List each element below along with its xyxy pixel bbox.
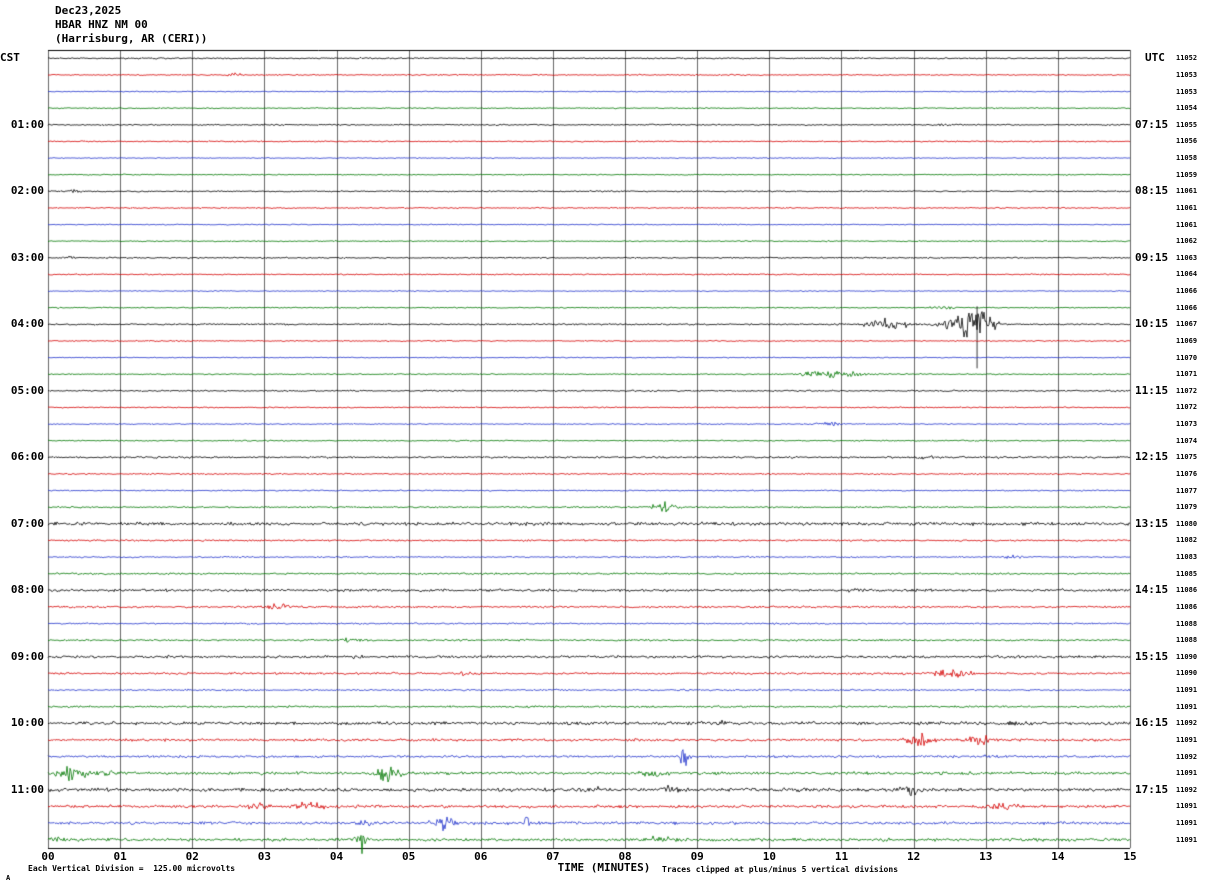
trace-count-label: 11062 [1176, 237, 1198, 246]
cst-time-label: 11:00 [10, 782, 44, 796]
trace-count-label: 11079 [1176, 503, 1198, 512]
utc-time-label: 07:15 [1135, 117, 1169, 131]
title-date: Dec23,2025 [55, 4, 122, 17]
trace-count-label: 11091 [1176, 735, 1198, 744]
trace-count-label: 11061 [1176, 220, 1198, 229]
x-tick-label: 03 [257, 850, 272, 863]
trace-count-label: 11070 [1176, 353, 1198, 362]
trace-count-label: 11091 [1176, 802, 1198, 811]
utc-time-label: 12:15 [1135, 450, 1169, 464]
cst-time-label: 04:00 [10, 317, 44, 331]
utc-time-label: 16:15 [1135, 716, 1169, 730]
trace-count-label: 11056 [1176, 137, 1198, 146]
trace-count-label: 11086 [1176, 602, 1198, 611]
trace-count-label: 11074 [1176, 436, 1198, 445]
cst-time-label: 01:00 [10, 117, 44, 131]
trace-count-label: 11058 [1176, 154, 1198, 163]
trace-count-label: 11063 [1176, 253, 1198, 262]
title-station: HBAR HNZ NM 00 [55, 18, 148, 31]
trace-count-label: 11059 [1176, 170, 1198, 179]
trace-count-label: 11088 [1176, 636, 1198, 645]
x-tick-label: 06 [474, 850, 488, 863]
trace-count-label: 11066 [1176, 303, 1198, 312]
clip-note: Traces clipped at plus/minus 5 vertical … [662, 865, 899, 874]
trace-count-label: 11091 [1176, 819, 1198, 828]
x-tick-label: 00 [41, 850, 55, 863]
trace-count-label: 11091 [1176, 686, 1198, 695]
trace-count-label: 11088 [1176, 619, 1198, 628]
utc-time-label: 15:15 [1135, 649, 1169, 663]
trace-count-label: 11071 [1176, 370, 1198, 379]
title-location: (Harrisburg, AR (CERI)) [55, 32, 208, 45]
trace-count-label: 11053 [1176, 70, 1198, 79]
trace-count-label: 11091 [1176, 769, 1198, 778]
trace-count-label: 11066 [1176, 287, 1198, 296]
trace-count-label: 11082 [1176, 536, 1198, 545]
x-tick-label: 10 [762, 850, 776, 863]
trace-count-label: 11091 [1176, 835, 1198, 844]
trace-count-label: 11061 [1176, 187, 1198, 196]
left-axis-label: CST [0, 51, 20, 64]
cst-time-label: 05:00 [10, 383, 44, 397]
trace-count-label: 11072 [1176, 403, 1198, 412]
trace-count-label: 11055 [1176, 120, 1198, 129]
utc-time-label: 13:15 [1135, 516, 1169, 530]
utc-time-label: 09:15 [1135, 250, 1169, 264]
cst-time-label: 03:00 [10, 250, 44, 264]
cst-time-label: 07:00 [10, 516, 44, 530]
trace-count-label: 11052 [1176, 54, 1198, 63]
cst-time-label: 09:00 [10, 649, 44, 663]
trace-count-label: 11064 [1176, 270, 1198, 279]
utc-time-label: 08:15 [1135, 184, 1169, 198]
x-tick-label: 02 [185, 850, 199, 863]
utc-time-label: 10:15 [1135, 317, 1169, 331]
trace-count-label: 11073 [1176, 420, 1198, 429]
x-tick-label: 09 [690, 850, 704, 863]
utc-time-label: 11:15 [1135, 383, 1169, 397]
utc-time-label: 17:15 [1135, 782, 1169, 796]
trace-count-label: 11090 [1176, 652, 1198, 661]
utc-time-label: 14:15 [1135, 583, 1169, 597]
corner-mark: A [6, 874, 11, 882]
cst-time-label: 02:00 [10, 184, 44, 198]
x-tick-label: 15 [1123, 850, 1137, 863]
x-tick-label: 01 [113, 850, 127, 863]
trace-count-label: 11077 [1176, 486, 1198, 495]
x-tick-label: 14 [1051, 850, 1065, 863]
trace-count-label: 11085 [1176, 569, 1198, 578]
x-tick-label: 05 [402, 850, 416, 863]
trace-count-label: 11069 [1176, 336, 1198, 345]
trace-count-label: 11091 [1176, 702, 1198, 711]
trace-count-label: 11061 [1176, 203, 1198, 212]
trace-count-label: 11090 [1176, 669, 1198, 678]
x-tick-label: 13 [979, 850, 993, 863]
right-axis-label: UTC [1145, 51, 1165, 64]
x-tick-label: 11 [834, 850, 849, 863]
trace-count-label: 11075 [1176, 453, 1198, 462]
trace-count-label: 11092 [1176, 785, 1198, 794]
x-tick-label: 12 [906, 850, 921, 863]
cst-time-label: 10:00 [10, 716, 44, 730]
trace-count-label: 11053 [1176, 87, 1198, 96]
trace-count-label: 11092 [1176, 719, 1198, 728]
trace-count-label: 11086 [1176, 586, 1198, 595]
cst-time-label: 06:00 [10, 450, 44, 464]
scale-note: Each Vertical Division = 125.00 microvol… [28, 864, 236, 873]
trace-count-label: 11072 [1176, 386, 1198, 395]
trace-count-label: 11054 [1176, 104, 1198, 113]
trace-count-label: 11067 [1176, 320, 1198, 329]
x-tick-label: 07 [546, 850, 560, 863]
x-tick-label: 08 [618, 850, 632, 863]
x-tick-label: 04 [329, 850, 344, 863]
trace-count-label: 11076 [1176, 469, 1198, 478]
trace-count-label: 11080 [1176, 519, 1198, 528]
cst-time-label: 08:00 [10, 583, 44, 597]
trace-count-label: 11083 [1176, 553, 1198, 562]
x-axis-title: TIME (MINUTES) [557, 861, 651, 874]
trace-count-label: 11092 [1176, 752, 1198, 761]
